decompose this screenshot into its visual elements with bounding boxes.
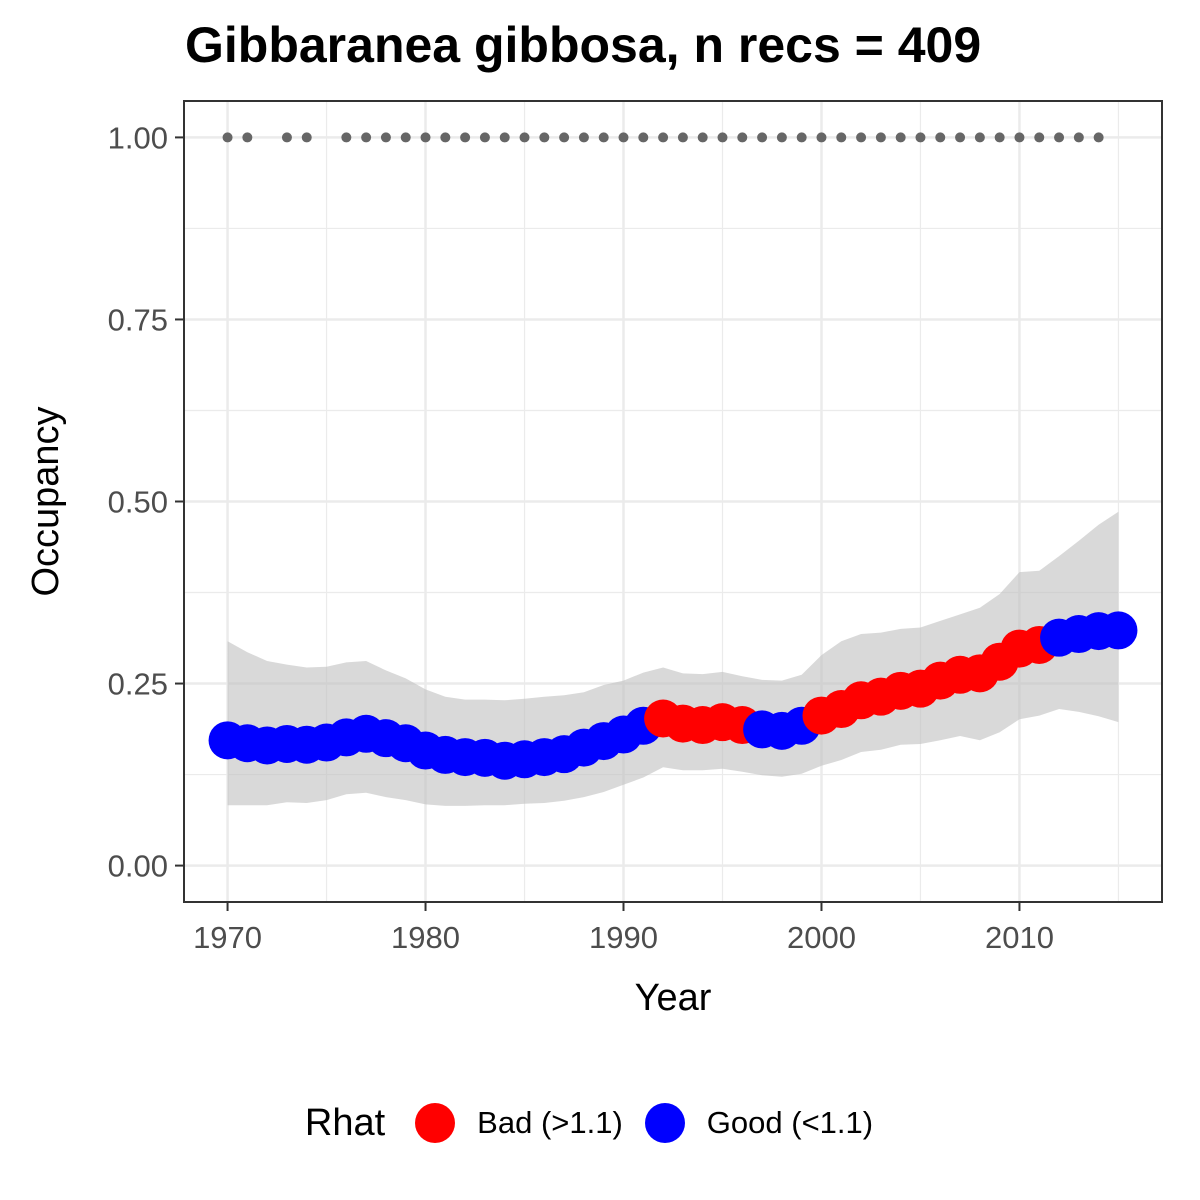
occupancy-plot: 1970 1980 1990 2000 2010 0.00 0.25 0.50 0.75 1.0… bbox=[25, 100, 1163, 1019]
record-dot-2010 bbox=[1014, 132, 1025, 143]
record-dot-2005 bbox=[915, 132, 926, 143]
record-dot-2011 bbox=[1034, 132, 1045, 143]
record-dot-2013 bbox=[1073, 132, 1084, 143]
record-dot-2001 bbox=[836, 132, 847, 143]
x-tick-label: 1980 bbox=[391, 920, 460, 955]
record-dot-1970 bbox=[222, 132, 233, 143]
legend: Rhat Bad (>1.1) Good (<1.1) bbox=[0, 1093, 1200, 1153]
legend-bad-label: Bad (>1.1) bbox=[477, 1105, 623, 1140]
record-dot-2003 bbox=[875, 132, 886, 143]
x-axis-title: Year bbox=[635, 977, 712, 1019]
record-dot-1982 bbox=[460, 132, 471, 143]
occupancy-points bbox=[208, 611, 1138, 780]
occupancy-point-2015 bbox=[1099, 611, 1138, 650]
record-dot-1971 bbox=[242, 132, 253, 143]
record-dot-1990 bbox=[618, 132, 629, 143]
record-dot-2004 bbox=[895, 132, 906, 143]
x-tick-label: 2010 bbox=[985, 920, 1054, 955]
record-dot-1984 bbox=[499, 132, 510, 143]
record-dot-1991 bbox=[638, 132, 649, 143]
record-dot-1981 bbox=[440, 132, 451, 143]
x-tick-label: 1970 bbox=[193, 920, 262, 955]
record-years-dots bbox=[222, 132, 1104, 143]
record-dot-1977 bbox=[361, 132, 372, 143]
record-dot-2000 bbox=[816, 132, 827, 143]
x-tick-label: 1990 bbox=[589, 920, 658, 955]
record-dot-1985 bbox=[519, 132, 530, 143]
record-dot-1983 bbox=[479, 132, 490, 143]
record-dot-2002 bbox=[856, 132, 867, 143]
record-dot-1998 bbox=[776, 132, 787, 143]
y-tick-label: 0.50 bbox=[108, 485, 168, 520]
record-dot-1992 bbox=[658, 132, 669, 143]
record-dot-2008 bbox=[974, 132, 985, 143]
legend-key-good: Good (<1.1) bbox=[644, 1103, 874, 1143]
record-dot-2009 bbox=[994, 132, 1005, 143]
record-dot-1976 bbox=[341, 132, 352, 143]
record-dot-1986 bbox=[539, 132, 550, 143]
record-dot-1995 bbox=[717, 132, 728, 143]
record-dot-1999 bbox=[796, 132, 807, 143]
record-dot-2007 bbox=[955, 132, 966, 143]
record-dot-1994 bbox=[697, 132, 708, 143]
y-tick-label: 0.00 bbox=[108, 849, 168, 884]
record-dot-1974 bbox=[301, 132, 312, 143]
y-tick-label: 0.75 bbox=[108, 302, 168, 337]
y-tick-label: 0.25 bbox=[108, 667, 168, 702]
record-dot-1988 bbox=[578, 132, 589, 143]
record-dot-1980 bbox=[420, 132, 431, 143]
record-dot-1978 bbox=[380, 132, 391, 143]
record-dot-1993 bbox=[677, 132, 688, 143]
record-dot-1989 bbox=[598, 132, 609, 143]
record-dot-1987 bbox=[559, 132, 570, 143]
record-dot-1997 bbox=[757, 132, 768, 143]
chart-title: Gibbaranea gibbosa, n recs = 409 bbox=[185, 17, 982, 73]
y-axis-title: Occupancy bbox=[25, 406, 67, 596]
confidence-ribbon bbox=[227, 511, 1119, 806]
record-dot-1973 bbox=[281, 132, 292, 143]
legend-key-bad: Bad (>1.1) bbox=[415, 1103, 623, 1143]
record-dot-2012 bbox=[1054, 132, 1065, 143]
legend-bad-swatch bbox=[415, 1103, 456, 1143]
x-axis: 1970 1980 1990 2000 2010 bbox=[193, 902, 1054, 955]
legend-title: Rhat bbox=[304, 1101, 386, 1144]
record-dot-2014 bbox=[1093, 132, 1104, 143]
record-dot-1979 bbox=[400, 132, 411, 143]
x-tick-label: 2000 bbox=[787, 920, 856, 955]
y-axis: 0.00 0.25 0.50 0.75 1.00 bbox=[108, 120, 184, 884]
record-dot-2006 bbox=[935, 132, 946, 143]
record-dot-1996 bbox=[737, 132, 748, 143]
legend-good-swatch bbox=[644, 1103, 685, 1143]
y-tick-label: 1.00 bbox=[108, 120, 168, 155]
legend-good-label: Good (<1.1) bbox=[706, 1105, 874, 1140]
